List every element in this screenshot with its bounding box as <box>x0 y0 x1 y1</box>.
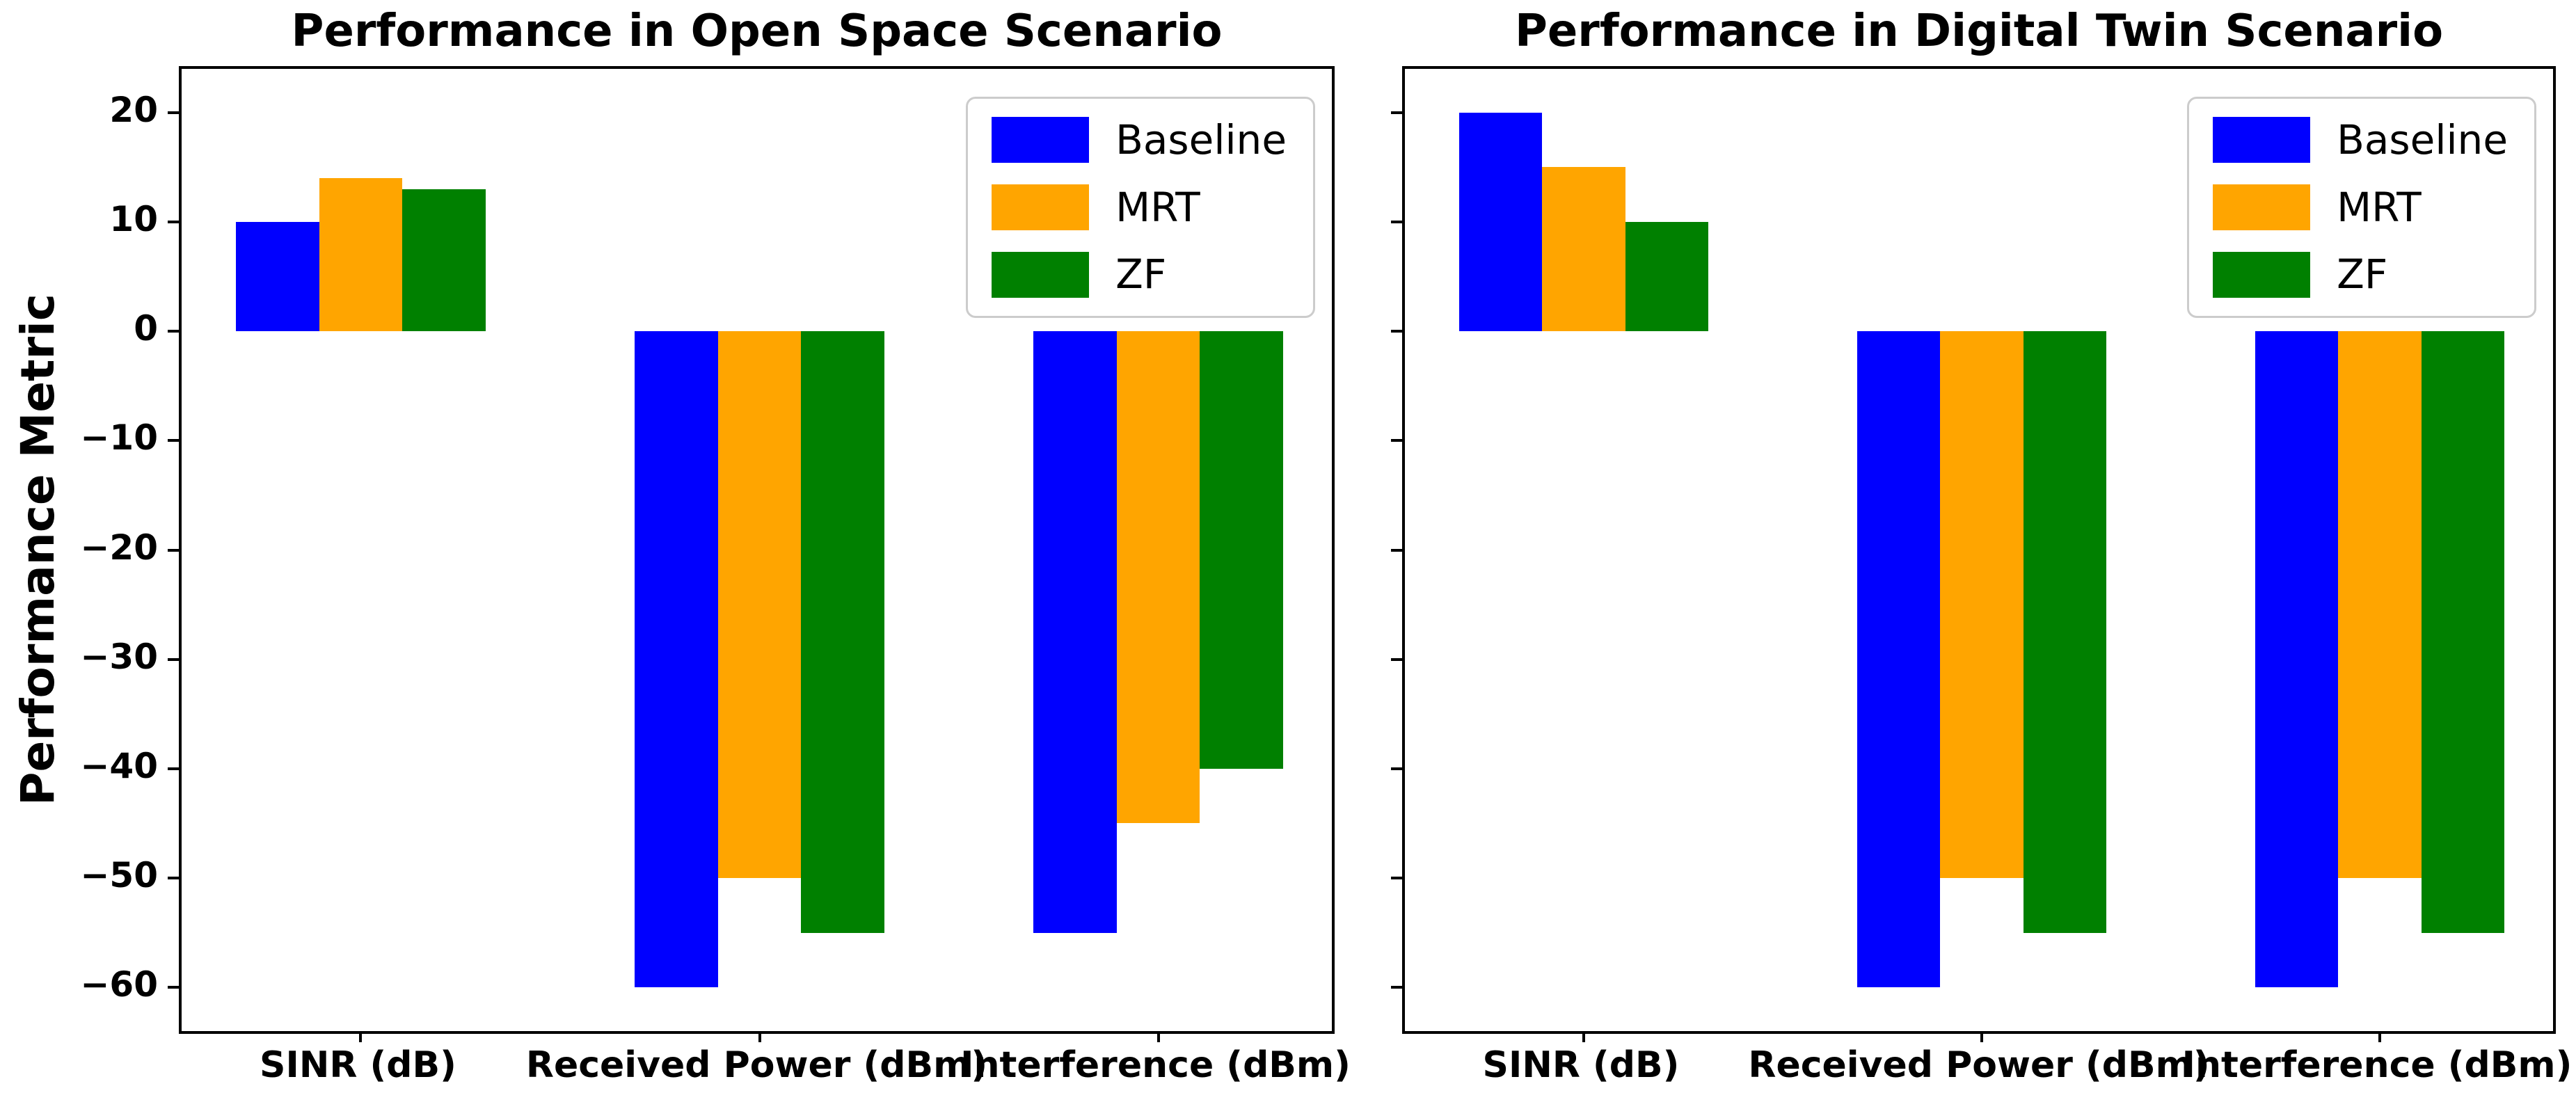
legend-label-zf: ZF <box>2337 250 2388 298</box>
y-tick <box>168 221 179 224</box>
y-tick-label: −50 <box>80 854 158 895</box>
bar-zf-1 <box>801 331 884 933</box>
legend-swatch-mrt <box>992 184 1090 231</box>
y-tick-label: −30 <box>80 636 158 677</box>
legend-label-baseline: Baseline <box>2337 116 2508 163</box>
y-tick <box>1391 221 1402 224</box>
y-tick <box>1391 111 1402 114</box>
x-tick <box>2378 1031 2381 1042</box>
bar-mrt-1 <box>1940 331 2024 878</box>
bar-zf-0 <box>402 189 486 332</box>
legend-row-baseline: Baseline <box>2213 117 2508 163</box>
bar-mrt-1 <box>717 331 802 878</box>
y-tick-label: −10 <box>80 417 158 458</box>
x-tick-label: Received Power (dBm) <box>1748 1044 2210 1086</box>
legend-row-mrt: MRT <box>992 184 1287 231</box>
bar-mrt-2 <box>2338 331 2422 878</box>
legend-label-baseline: Baseline <box>1115 116 1287 163</box>
y-tick <box>168 439 179 442</box>
y-tick-label: −40 <box>80 745 158 786</box>
y-tick <box>1391 548 1402 552</box>
y-tick <box>168 111 179 114</box>
bar-zf-2 <box>1200 331 1283 769</box>
y-tick-label: 10 <box>109 199 158 240</box>
bar-baseline-2 <box>2255 331 2339 988</box>
chart-title-digital-twin: Performance in Digital Twin Scenario <box>1514 6 2444 57</box>
y-tick <box>1391 330 1402 333</box>
bar-baseline-0 <box>1458 112 1543 332</box>
bar-zf-0 <box>1625 222 1709 332</box>
y-tick <box>1391 657 1402 661</box>
x-tick-label: SINR (dB) <box>1482 1044 1680 1086</box>
legend: Baseline MRT ZF <box>2187 97 2536 319</box>
legend-label-mrt: MRT <box>1115 183 1200 231</box>
legend: Baseline MRT ZF <box>966 97 1315 319</box>
x-tick <box>1156 1031 1160 1042</box>
legend-row-zf: ZF <box>992 251 1287 298</box>
legend-row-mrt: MRT <box>2213 184 2508 231</box>
bar-mrt-2 <box>1116 331 1200 824</box>
bar-baseline-2 <box>1033 331 1117 933</box>
y-tick <box>1391 439 1402 442</box>
legend-swatch-mrt <box>2213 184 2311 231</box>
bar-baseline-1 <box>1857 331 1941 988</box>
legend-label-mrt: MRT <box>2337 183 2422 231</box>
x-tick-label: Interference (dBm) <box>2181 1044 2573 1086</box>
legend-label-zf: ZF <box>1115 250 1167 298</box>
y-tick-label: −60 <box>80 964 158 1005</box>
x-tick <box>359 1031 363 1042</box>
y-tick-label: 0 <box>134 308 158 349</box>
legend-swatch-zf <box>2213 251 2311 298</box>
y-tick <box>168 876 179 879</box>
y-tick <box>168 767 179 770</box>
y-tick <box>168 986 179 989</box>
y-tick <box>1391 876 1402 879</box>
legend-swatch-zf <box>992 251 1090 298</box>
x-tick <box>1980 1031 1983 1042</box>
legend-swatch-baseline <box>2213 117 2311 163</box>
y-tick-label: −20 <box>80 527 158 568</box>
bar-zf-2 <box>2421 331 2505 933</box>
chart-title-open-space: Performance in Open Space Scenario <box>291 6 1223 57</box>
bar-mrt-0 <box>1542 167 1625 332</box>
bar-zf-1 <box>2023 331 2107 933</box>
bar-mrt-0 <box>319 178 403 332</box>
x-tick <box>758 1031 761 1042</box>
bar-baseline-0 <box>236 222 319 332</box>
y-tick <box>168 330 179 333</box>
y-tick <box>1391 767 1402 770</box>
y-tick <box>168 548 179 552</box>
x-tick <box>1582 1031 1585 1042</box>
bar-baseline-1 <box>635 331 718 988</box>
axes-digital-twin: Baseline MRT ZF <box>1391 66 2556 1042</box>
y-tick <box>1391 986 1402 989</box>
legend-swatch-baseline <box>992 117 1090 163</box>
legend-row-baseline: Baseline <box>992 117 1287 163</box>
x-tick-label: SINR (dB) <box>260 1044 456 1086</box>
legend-row-zf: ZF <box>2213 251 2508 298</box>
y-tick <box>168 657 179 661</box>
x-tick-label: Interference (dBm) <box>960 1044 1351 1086</box>
y-tick-label: 20 <box>109 89 158 130</box>
axes-open-space: Baseline MRT ZF <box>168 66 1335 1042</box>
x-tick-label: Received Power (dBm) <box>525 1044 988 1086</box>
